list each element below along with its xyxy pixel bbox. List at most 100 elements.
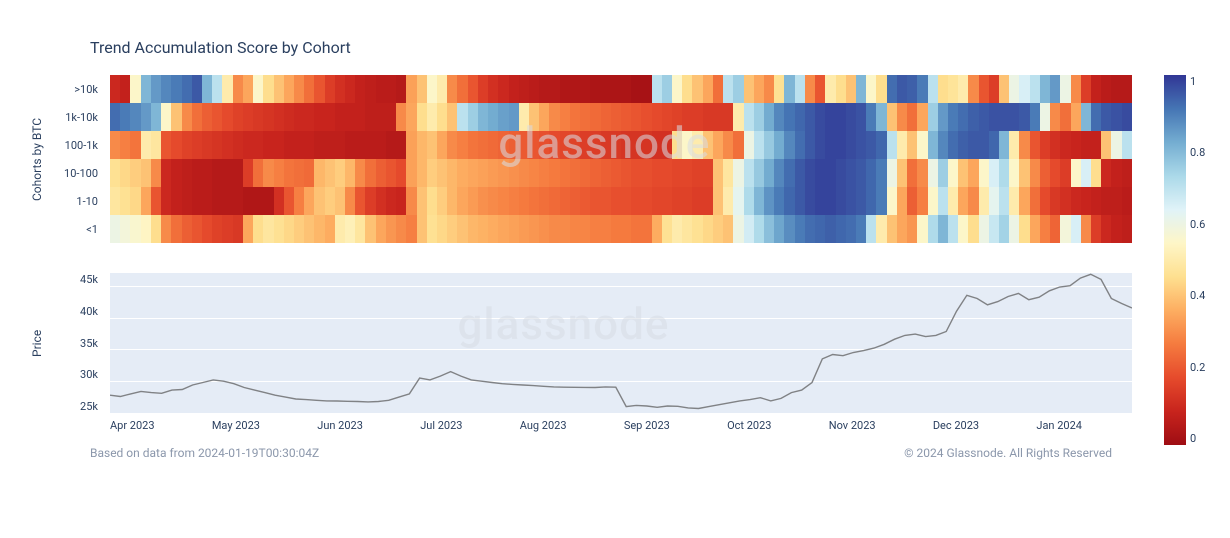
colorbar-ticks: 10.80.60.40.20 <box>1190 75 1205 445</box>
heatmap-cell <box>294 131 304 159</box>
heatmap-cell <box>958 159 968 187</box>
heatmap-cell <box>325 215 335 243</box>
heatmap-cell <box>1071 131 1081 159</box>
heatmap-cell <box>580 103 590 131</box>
heatmap-cell <box>314 215 324 243</box>
heatmap-cell <box>376 215 386 243</box>
heatmap-cell <box>764 103 774 131</box>
heatmap-cell <box>570 215 580 243</box>
heatmap-cell <box>856 131 866 159</box>
heatmap-cell <box>529 187 539 215</box>
heatmap-cell <box>212 159 222 187</box>
heatmap-cell <box>386 159 396 187</box>
heatmap-cell <box>274 159 284 187</box>
heatmap-cell <box>784 75 794 103</box>
heatmap-cell <box>151 215 161 243</box>
heatmap-cell <box>1071 75 1081 103</box>
heatmap-cell <box>1091 75 1101 103</box>
heatmap-cell <box>386 103 396 131</box>
heatmap-cell <box>876 75 886 103</box>
heatmap-cell <box>1101 131 1111 159</box>
heatmap-cell <box>631 75 641 103</box>
heatmap-cell <box>611 103 621 131</box>
heatmap-cell <box>253 159 263 187</box>
heatmap-cell <box>774 187 784 215</box>
heatmap-cell <box>365 103 375 131</box>
heatmap-cell <box>662 131 672 159</box>
heatmap-cell <box>1122 187 1132 215</box>
heatmap-cell <box>498 131 508 159</box>
heatmap-cell <box>325 131 335 159</box>
heatmap-cell <box>774 131 784 159</box>
heatmap-cell <box>580 75 590 103</box>
heatmap-cell <box>396 75 406 103</box>
heatmap-cell <box>130 159 140 187</box>
heatmap-cell <box>897 131 907 159</box>
heatmap-cell <box>212 103 222 131</box>
heatmap-cell <box>151 159 161 187</box>
heatmap-cell <box>509 187 519 215</box>
x-tick: Sep 2023 <box>624 419 670 432</box>
heatmap-cell <box>979 187 989 215</box>
heatmap-cell <box>928 159 938 187</box>
heatmap-cell <box>498 159 508 187</box>
heatmap-cell <box>376 75 386 103</box>
heatmap-cell <box>376 131 386 159</box>
heatmap-cell <box>386 215 396 243</box>
heatmap-cell <box>1030 131 1040 159</box>
heatmap-cell <box>345 103 355 131</box>
heatmap-cell <box>958 131 968 159</box>
heatmap-cell <box>907 131 917 159</box>
heatmap-cell <box>202 75 212 103</box>
heatmap-cell <box>233 103 243 131</box>
heatmap-cell <box>1111 187 1121 215</box>
heatmap-cell <box>1050 75 1060 103</box>
x-tick: Jan 2024 <box>1036 419 1082 432</box>
heatmap-cell <box>171 103 181 131</box>
heatmap-cell <box>764 215 774 243</box>
heatmap-cell <box>130 131 140 159</box>
heatmap-cell <box>692 215 702 243</box>
heatmap-cell <box>120 215 130 243</box>
heatmap-cell <box>1101 187 1111 215</box>
heatmap-cell <box>733 187 743 215</box>
heatmap-cell <box>304 187 314 215</box>
heatmap-cell <box>784 131 794 159</box>
heatmap-cell <box>1040 187 1050 215</box>
heatmap-cell <box>406 215 416 243</box>
heatmap-cell <box>468 187 478 215</box>
heatmap-cell <box>182 131 192 159</box>
heatmap-cell <box>539 103 549 131</box>
heatmap-cell <box>825 103 835 131</box>
colorbar-tick: 1 <box>1190 75 1205 88</box>
heatmap-cell <box>601 187 611 215</box>
heatmap-cell <box>682 159 692 187</box>
heatmap-cell <box>539 75 549 103</box>
heatmap-cell <box>856 75 866 103</box>
heatmap-cell <box>928 131 938 159</box>
x-tick: Dec 2023 <box>933 419 979 432</box>
heatmap-cell <box>897 159 907 187</box>
heatmap-cell <box>274 103 284 131</box>
heatmap-cell <box>437 187 447 215</box>
heatmap-cell <box>396 103 406 131</box>
heatmap-cell <box>631 131 641 159</box>
heatmap-cell <box>539 215 549 243</box>
heatmap-cell <box>805 187 815 215</box>
heatmap-cell <box>376 159 386 187</box>
heatmap-cell <box>355 159 365 187</box>
heatmap-cell <box>570 187 580 215</box>
heatmap-cell <box>284 103 294 131</box>
heatmap-cell <box>325 75 335 103</box>
heatmap-cell <box>1071 103 1081 131</box>
heatmap-cell <box>110 131 120 159</box>
chart-page: { "title": "Trend Accumulation Score by … <box>0 0 1230 538</box>
heatmap-cell <box>345 215 355 243</box>
heatmap-cell <box>130 187 140 215</box>
heatmap-cell <box>171 75 181 103</box>
heatmap-cell <box>253 215 263 243</box>
heatmap-cell <box>447 187 457 215</box>
heatmap-cell <box>815 103 825 131</box>
heatmap-cell <box>192 187 202 215</box>
heatmap-cell <box>917 131 927 159</box>
